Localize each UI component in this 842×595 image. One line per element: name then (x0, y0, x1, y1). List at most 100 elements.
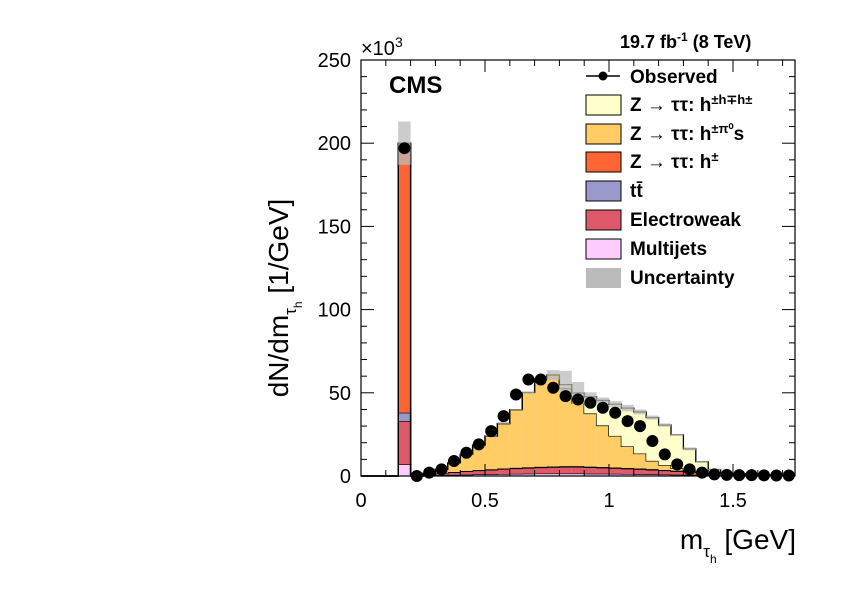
x-tick-label-2: 1 (603, 490, 614, 512)
legend-item-observed: Observed (586, 67, 718, 88)
bar-series-0-bin-7 (460, 474, 473, 476)
uncertainty-bin-18 (596, 397, 609, 404)
legend-observed-marker (598, 71, 608, 81)
legend-label-observed: Observed (630, 67, 718, 88)
legend-swatch-3prong (585, 94, 622, 116)
uncertainty-bin-12 (522, 391, 535, 394)
bar-series-4-bin-21 (633, 453, 647, 469)
uncertainty-bin-19 (609, 401, 622, 408)
bar-series-1-bin-18 (596, 467, 609, 474)
bar-series-0-bin-15 (559, 473, 572, 476)
bar-series-1-bin-7 (460, 471, 473, 475)
legend-label-electroweak: Electroweak (630, 210, 741, 231)
observed-point-6 (472, 438, 485, 451)
observed-points (398, 142, 795, 482)
observed-point-22 (671, 458, 684, 471)
bar-series-0-bin-10 (497, 474, 510, 476)
plot-frame (360, 59, 796, 477)
luminosity-label: 19.7 fb-1 (8 TeV) (620, 30, 751, 52)
legend-label-uncertainty: Uncertainty (630, 268, 735, 289)
uncertainty-bin-10 (497, 423, 510, 425)
bar-series-0-bin-18 (596, 473, 609, 476)
observed-point-9 (510, 388, 522, 401)
bar-series-0-bin-9 (485, 474, 498, 476)
bar-series-1-bin-24 (671, 471, 684, 475)
bar-series-1-bin-10 (497, 469, 510, 475)
bar-series-0-bin-23 (658, 474, 671, 476)
bar-series-0-bin-16 (571, 473, 585, 476)
experiment-label: CMS (389, 72, 442, 99)
observed-point-29 (758, 469, 770, 482)
legend-label-3prong: Z → ττ: h±h∓h± (630, 92, 752, 116)
observed-point-0 (398, 142, 411, 155)
observed-point-19 (634, 420, 646, 433)
bar-series-1-bin-15 (559, 466, 572, 474)
bar-series-4-bin-23 (658, 465, 671, 471)
bar-series-4-bin-22 (646, 460, 659, 470)
y-multiplier: ×103 (361, 34, 403, 60)
bar-series-1-bin-14 (547, 467, 560, 474)
legend-swatch-1prong-pi0 (585, 123, 622, 145)
bar-series-1-bin-2 (398, 421, 411, 465)
bar-series-4-bin-8 (472, 445, 485, 471)
bar-series-0-bin-24 (671, 474, 684, 476)
bar-series-4-bin-16 (571, 402, 585, 467)
x-tick-label-3: 1.5 (719, 490, 747, 512)
bar-series-2-bin-2 (398, 412, 411, 422)
bar-series-1-bin-12 (522, 468, 535, 474)
bar-series-0-bin-19 (609, 473, 622, 476)
bar-series-4-bin-14 (547, 374, 560, 467)
bar-series-4-bin-20 (621, 446, 634, 469)
observed-point-8 (497, 410, 510, 423)
bar-series-1-bin-9 (485, 469, 498, 475)
legend-label-1prong: Z → ττ: h± (630, 149, 718, 173)
bar-series-1-bin-13 (534, 467, 547, 474)
bar-series-0-bin-2 (398, 464, 411, 476)
observed-point-21 (658, 448, 671, 461)
legend-label-1prong-pi0: Z → ττ: h±π⁰s (630, 121, 744, 145)
legend-item-electroweak: Electroweak (585, 209, 741, 231)
bar-series-1-bin-17 (584, 467, 597, 474)
bar-series-5-bin-21 (633, 411, 647, 454)
y-tick-label-5: 250 (318, 50, 351, 72)
observed-point-10 (522, 373, 535, 386)
legend-item-uncertainty: Uncertainty (586, 268, 735, 289)
observed-point-4 (448, 455, 460, 468)
uncertainty-bin-26 (695, 461, 709, 463)
observed-point-7 (485, 425, 498, 438)
observed-point-28 (745, 469, 758, 482)
bar-series-0-bin-22 (646, 474, 659, 476)
observed-point-3 (435, 463, 448, 476)
y-tick-label-2: 100 (318, 300, 351, 322)
bar-series-3-bin-2 (398, 143, 411, 413)
observed-point-17 (609, 406, 622, 419)
uncertainty-bin-24 (671, 434, 684, 436)
bar-series-4-bin-13 (534, 378, 547, 467)
observed-point-5 (460, 446, 473, 459)
y-tick-label-3: 150 (318, 216, 351, 238)
bar-series-4-bin-19 (609, 435, 622, 468)
legend-item-multijets: Multijets (585, 238, 707, 260)
observed-point-13 (559, 390, 572, 403)
legend-swatch-electroweak (585, 209, 622, 231)
bar-series-0-bin-13 (534, 473, 547, 476)
bar-series-4-bin-18 (596, 425, 609, 468)
observed-point-25 (708, 468, 721, 481)
uncertainty-bin-14 (547, 370, 560, 380)
observed-point-23 (683, 463, 696, 476)
observed-point-15 (584, 396, 597, 409)
bar-series-1-bin-23 (658, 470, 671, 475)
x-tick-label-1: 0.5 (471, 490, 499, 512)
y-tick-label-0: 0 (340, 466, 351, 488)
legend-item-ttbar: tt̄ (585, 180, 643, 202)
uncertainty-bin-25 (683, 447, 696, 451)
legend-label-multijets: Multijets (630, 239, 707, 260)
bar-series-1-bin-16 (571, 466, 585, 474)
legend-label-ttbar: tt̄ (630, 181, 643, 202)
y-tick-label-1: 50 (329, 383, 351, 405)
observed-point-16 (596, 401, 609, 414)
legend-item-ztautau-3prong: Z → ττ: h±h∓h± (585, 92, 752, 116)
bar-series-0-bin-12 (522, 473, 535, 476)
uncertainty-bin-21 (633, 409, 647, 415)
observed-point-18 (621, 415, 634, 428)
